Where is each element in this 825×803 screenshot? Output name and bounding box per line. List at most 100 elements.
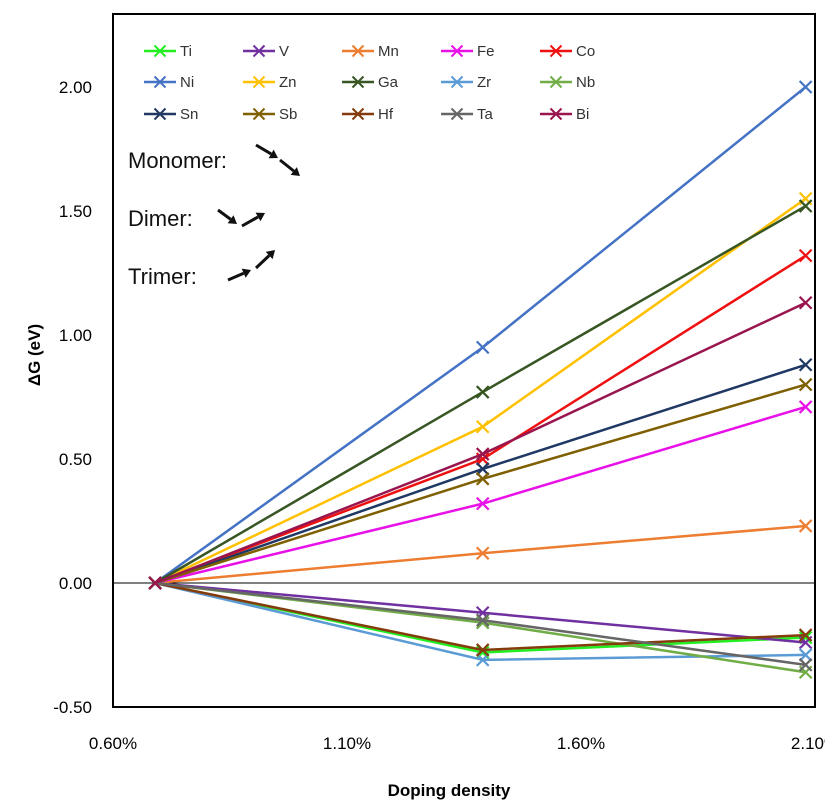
legend-marker (450, 107, 464, 121)
y-tick-label: 0.50 (59, 450, 92, 469)
arrow-shaft (254, 254, 271, 270)
legend-marker (549, 107, 563, 121)
data-point (475, 496, 490, 511)
data-point (798, 648, 813, 662)
legend-marker (450, 75, 464, 89)
legend-label: Nb (576, 74, 595, 91)
y-tick-label: 2.00 (59, 78, 92, 97)
x-tick-label: 1.10% (323, 734, 371, 753)
arrow-head (268, 149, 278, 159)
legend-marker (153, 75, 167, 89)
legend-item-zr: Zr (441, 74, 491, 91)
arrow-head (255, 212, 265, 222)
data-point (475, 419, 490, 434)
data-point (475, 643, 490, 657)
annotation-label: Monomer: (128, 148, 227, 173)
legend-item-zn: Zn (243, 74, 297, 91)
data-point (475, 447, 490, 461)
y-axis-ticks: -0.50 0.00 0.50 1.00 1.50 2.00 (53, 78, 92, 717)
legend-label: Ga (378, 74, 399, 91)
arrow-shaft (255, 143, 272, 156)
data-point (475, 653, 490, 667)
annotation-label: Trimer: (128, 264, 197, 289)
arrow-shaft (217, 208, 232, 221)
series-layer (148, 80, 813, 680)
legend-item-v: V (243, 43, 289, 60)
legend-label: Zn (279, 74, 297, 91)
legend-label: Ni (180, 74, 194, 91)
data-point (798, 519, 813, 533)
data-point (475, 613, 490, 627)
legend-item-nb: Nb (540, 74, 595, 91)
annotation-trimer: Trimer: (128, 250, 275, 289)
legend-item-ti: Ti (144, 43, 192, 60)
legend-label: Sb (279, 106, 297, 123)
legend-item-co: Co (540, 43, 595, 60)
legend-item-ta: Ta (441, 106, 494, 123)
legend-marker (549, 44, 563, 58)
arrow-shaft (279, 158, 295, 173)
legend-label: Sn (180, 106, 198, 123)
data-point (798, 199, 813, 213)
data-point (475, 340, 490, 355)
legend-label: Co (576, 43, 595, 60)
arrow-shaft (241, 215, 259, 228)
arrow-head (227, 215, 237, 224)
x-axis-ticks: 0.60% 1.10% 1.60% 2.10% (89, 734, 825, 753)
legend-label: Ti (180, 43, 192, 60)
data-point (475, 472, 490, 486)
arrow-head (290, 167, 300, 176)
series-bi (148, 295, 813, 590)
legend-item-ni: Ni (144, 74, 194, 91)
x-axis-title: Doping density (388, 781, 511, 800)
data-point (798, 377, 813, 392)
data-point (798, 400, 813, 414)
data-point (798, 628, 813, 642)
arrow-shaft (227, 271, 245, 282)
legend-marker (153, 44, 167, 58)
legend-marker (351, 44, 365, 58)
data-point (475, 462, 490, 476)
legend-marker (252, 107, 266, 121)
annotation-label: Dimer: (128, 206, 193, 231)
x-tick-label: 0.60% (89, 734, 137, 753)
annotation-dimer: Dimer: (128, 206, 265, 231)
legend-item-bi: Bi (540, 106, 589, 123)
legend-marker (252, 75, 266, 89)
legend-marker (549, 75, 563, 89)
data-point (798, 80, 813, 94)
data-point (475, 546, 490, 561)
legend-marker (351, 75, 365, 89)
legend-marker (351, 107, 365, 121)
legend-label: V (279, 43, 289, 60)
legend-label: Ta (477, 106, 494, 123)
legend-label: Fe (477, 43, 495, 60)
legend-item-ga: Ga (342, 74, 399, 91)
y-tick-label: 1.50 (59, 202, 92, 221)
legend-marker (153, 107, 167, 121)
legend-label: Hf (378, 106, 394, 123)
legend-label: Zr (477, 74, 491, 91)
x-tick-label: 2.10% (791, 734, 825, 753)
legend-marker (252, 44, 266, 58)
annotations: Monomer: Dimer: Trimer: (128, 143, 300, 289)
data-point (798, 295, 813, 310)
arrow-head (265, 250, 275, 260)
y-tick-label: 1.00 (59, 326, 92, 345)
x-tick-label: 1.60% (557, 734, 605, 753)
y-tick-label: 0.00 (59, 574, 92, 593)
annotation-monomer: Monomer: (128, 143, 300, 176)
legend-item-sb: Sb (243, 106, 297, 123)
series-ni (148, 80, 813, 590)
legend-item-mn: Mn (342, 43, 399, 60)
data-point (798, 658, 813, 672)
legend-item-hf: Hf (342, 106, 394, 123)
legend-item-fe: Fe (441, 43, 495, 60)
data-point (798, 248, 813, 263)
legend: Ti V Mn Fe Co Ni Zn Ga Zr Nb Sn Sb Hf Ta Bi (144, 43, 595, 123)
data-point (475, 385, 490, 399)
y-axis-title: ΔG (eV) (25, 324, 44, 386)
data-point (148, 576, 162, 590)
legend-label: Bi (576, 106, 589, 123)
